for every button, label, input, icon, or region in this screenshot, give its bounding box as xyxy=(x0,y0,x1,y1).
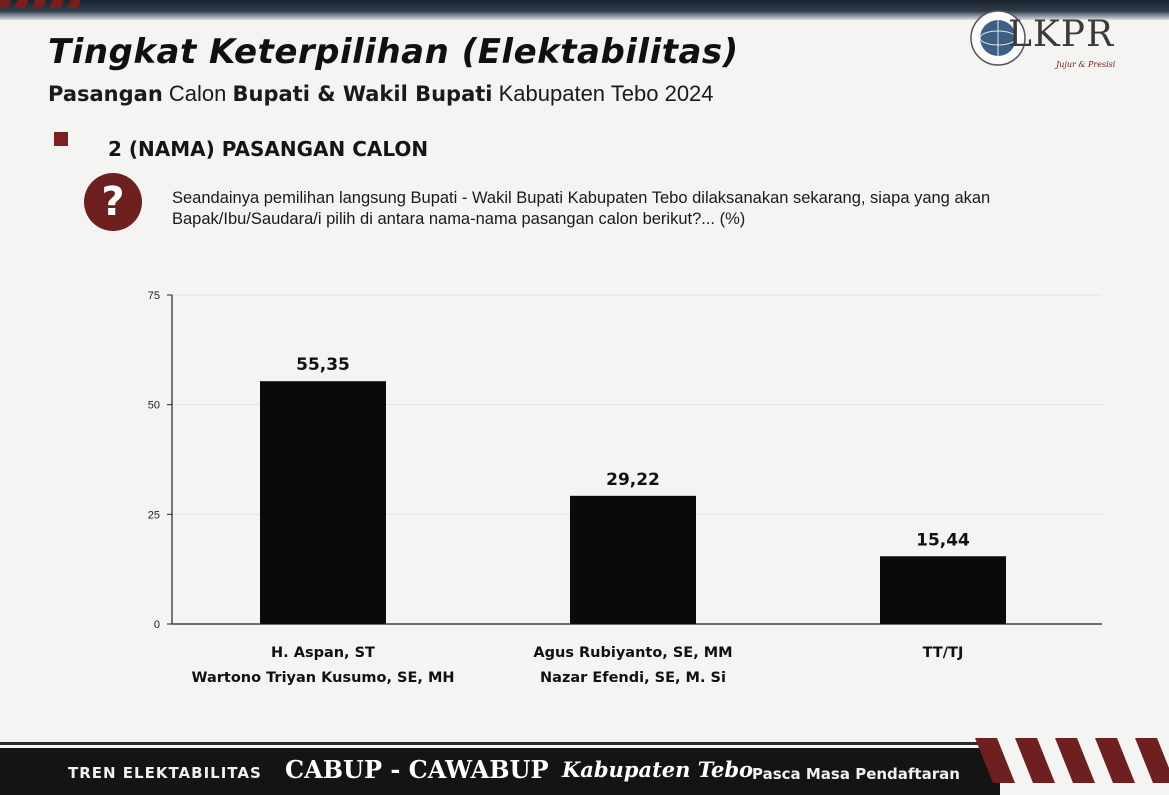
subtitle-calon: Calon xyxy=(162,81,233,106)
bar-value-label: 29,22 xyxy=(606,470,660,490)
footer-banner xyxy=(0,748,1000,795)
x-category-label: Wartono Triyan Kusumo, SE, MH xyxy=(191,670,454,686)
y-tick-label: 25 xyxy=(148,509,160,521)
footer-left-text: TREN ELEKTABILITAS xyxy=(68,764,262,782)
footer-stripes-decoration xyxy=(975,738,1169,783)
bar xyxy=(880,556,1006,624)
page-title: Tingkat Keterpilihan (Elektabilitas) xyxy=(48,32,739,72)
x-category-label: TT/TJ xyxy=(923,645,964,661)
logo-text: LKPR xyxy=(1008,14,1115,55)
page-subtitle: Pasangan Calon Bupati & Wakil Bupati Kab… xyxy=(48,81,714,107)
subtitle-pasangan: Pasangan xyxy=(48,82,163,106)
subtitle-bupati: Bupati & Wakil Bupati xyxy=(232,82,493,106)
bar xyxy=(260,381,386,624)
logo-tagline: Jujur & Presisi xyxy=(1056,60,1116,69)
x-category-label: H. Aspan, ST xyxy=(271,645,375,661)
x-category-label: Nazar Efendi, SE, M. Si xyxy=(540,670,726,686)
bar xyxy=(570,495,696,624)
lkpr-logo xyxy=(970,10,1026,66)
y-tick-label: 0 xyxy=(154,619,160,631)
top-banner xyxy=(0,0,1169,20)
bar-value-label: 15,44 xyxy=(916,530,970,550)
y-tick-label: 75 xyxy=(148,290,160,302)
footer-italic-text: Kabupaten Tebo xyxy=(562,757,754,782)
section-title: 2 (NAMA) PASANGAN CALON xyxy=(108,137,429,161)
footer-right-text: Pasca Masa Pendaftaran xyxy=(752,765,960,783)
question-mark-icon: ? xyxy=(84,173,142,231)
footer-center-text: CABUP - CAWABUP xyxy=(285,755,549,784)
top-chevron-decoration xyxy=(0,0,80,8)
x-category-label: Agus Rubiyanto, SE, MM xyxy=(533,645,732,661)
subtitle-kabupaten: Kabupaten Tebo 2024 xyxy=(492,81,714,106)
section-bullet-icon xyxy=(54,132,68,146)
survey-question: Seandainya pemilihan langsung Bupati - W… xyxy=(172,189,991,228)
y-tick-label: 50 xyxy=(148,400,160,412)
bar-value-label: 55,35 xyxy=(296,355,350,375)
footer-divider xyxy=(0,742,980,745)
